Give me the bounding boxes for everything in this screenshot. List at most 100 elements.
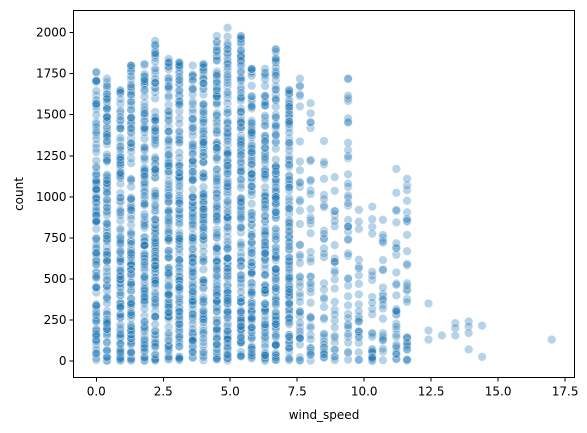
data-point — [271, 312, 281, 322]
data-point — [188, 297, 198, 307]
data-point — [91, 205, 101, 215]
data-point — [150, 355, 160, 365]
data-point — [115, 142, 125, 152]
data-point — [343, 94, 353, 104]
data-point — [126, 182, 136, 192]
data-point — [164, 160, 174, 170]
data-point — [164, 136, 174, 146]
data-point — [126, 227, 136, 237]
data-point — [174, 217, 184, 227]
data-point — [102, 175, 112, 185]
data-point — [236, 84, 246, 95]
data-point — [391, 250, 401, 260]
data-point — [164, 268, 174, 278]
data-point — [150, 154, 160, 164]
data-point — [247, 97, 257, 107]
data-point — [150, 294, 160, 304]
data-point — [236, 321, 246, 331]
data-point — [126, 60, 136, 71]
data-point — [236, 31, 246, 41]
data-point — [139, 127, 150, 138]
data-point — [306, 256, 316, 267]
data-point — [247, 91, 257, 101]
data-point — [188, 230, 198, 240]
data-point — [284, 182, 294, 193]
data-point — [126, 214, 136, 224]
data-point — [164, 307, 174, 317]
data-point — [198, 264, 209, 275]
data-point — [174, 198, 184, 208]
data-point — [260, 288, 270, 298]
data-point — [222, 108, 233, 118]
data-point — [188, 324, 198, 334]
data-point — [295, 219, 305, 229]
data-point — [126, 194, 136, 204]
data-point — [174, 138, 184, 148]
data-point — [91, 267, 101, 277]
data-point — [236, 118, 246, 128]
data-point — [330, 351, 340, 362]
data-point — [260, 136, 270, 146]
data-point — [126, 113, 136, 123]
data-point — [367, 298, 377, 308]
data-point — [91, 247, 101, 258]
data-point — [295, 101, 305, 111]
data-point — [91, 329, 101, 339]
data-point — [477, 321, 487, 331]
data-point — [102, 187, 112, 198]
data-point — [271, 166, 281, 176]
data-point — [139, 223, 150, 233]
data-point — [222, 318, 233, 328]
data-point — [260, 281, 270, 291]
data-point — [284, 353, 294, 363]
data-point — [212, 264, 222, 274]
data-point — [236, 307, 246, 317]
data-point — [174, 99, 184, 109]
data-point — [188, 127, 198, 137]
data-point — [150, 168, 160, 178]
data-point — [284, 138, 294, 148]
data-point — [402, 196, 412, 206]
y-axis-ticks: 0 250 500 750 1000 1250 1500 1750 2000 — [36, 26, 74, 368]
data-point — [247, 238, 257, 248]
data-point — [236, 150, 246, 160]
data-point — [102, 353, 112, 363]
data-point — [222, 186, 233, 197]
data-point — [222, 78, 233, 88]
data-point — [271, 299, 281, 309]
data-point — [391, 354, 401, 364]
data-point — [402, 246, 412, 256]
data-point — [139, 174, 150, 184]
data-point — [247, 326, 257, 336]
data-point — [343, 190, 353, 200]
data-point — [330, 322, 340, 333]
data-point — [212, 248, 222, 258]
data-point — [236, 157, 246, 167]
data-point — [102, 327, 112, 337]
data-point — [174, 307, 184, 317]
data-point — [295, 352, 305, 363]
data-point — [102, 102, 112, 112]
data-point — [150, 66, 160, 76]
data-point — [247, 144, 257, 154]
data-point — [102, 309, 112, 319]
data-point — [126, 321, 136, 331]
data-point — [102, 112, 112, 122]
data-point — [115, 344, 125, 354]
data-point — [198, 222, 209, 233]
data-point — [198, 341, 209, 351]
data-point — [188, 286, 198, 296]
data-point — [343, 201, 353, 211]
x-axis-label: wind_speed — [289, 408, 360, 422]
data-point — [150, 188, 160, 199]
data-point — [236, 325, 246, 335]
data-point — [174, 330, 184, 340]
data-point — [271, 44, 281, 54]
data-point — [91, 86, 101, 96]
data-point — [260, 199, 270, 210]
data-point — [222, 326, 233, 336]
data-point — [271, 161, 281, 171]
data-point — [91, 140, 101, 150]
data-point — [247, 210, 257, 221]
data-point — [139, 211, 150, 222]
